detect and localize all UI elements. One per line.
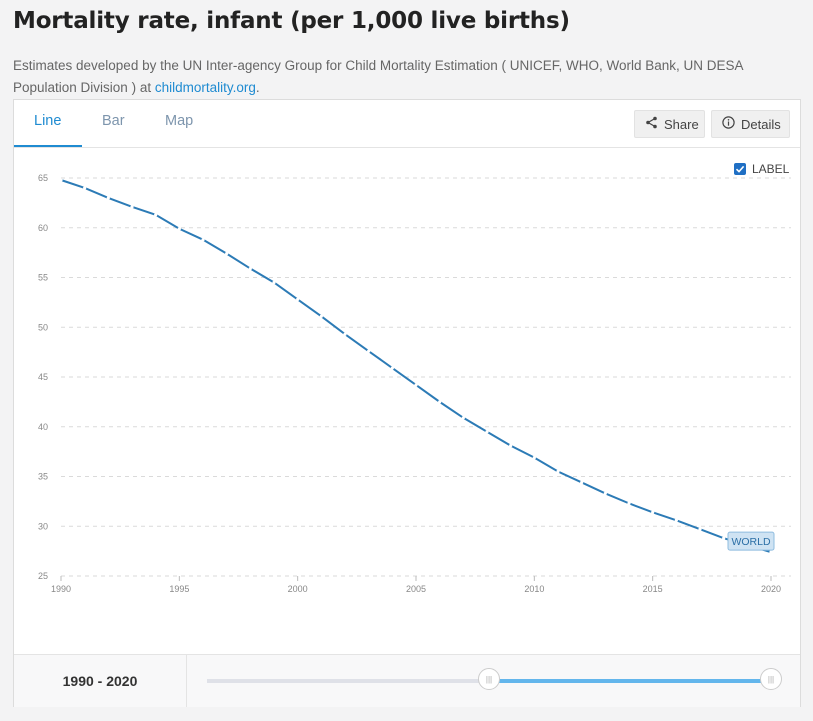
x-tick-label: 1995 bbox=[169, 584, 189, 594]
series-line-world bbox=[60, 179, 772, 554]
data-point bbox=[674, 518, 678, 522]
page-title: Mortality rate, infant (per 1,000 live b… bbox=[13, 8, 570, 34]
data-point bbox=[248, 266, 252, 271]
data-point bbox=[580, 480, 584, 485]
range-end-handle[interactable]: ||| bbox=[760, 668, 782, 690]
range-label: 1990 - 2020 bbox=[14, 655, 187, 707]
data-point bbox=[698, 527, 702, 531]
data-point bbox=[769, 550, 773, 554]
data-point bbox=[130, 205, 134, 209]
range-start-handle[interactable]: ||| bbox=[478, 668, 500, 690]
series-label-box bbox=[727, 531, 775, 551]
data-point bbox=[225, 252, 229, 256]
active-tab-indicator bbox=[14, 145, 82, 147]
data-point bbox=[343, 332, 347, 336]
chart-panel: Line Bar Map Share Details LABEL 25 30 35 4… bbox=[13, 99, 801, 707]
data-point bbox=[106, 196, 110, 200]
data-point bbox=[627, 501, 631, 505]
y-tick-label: 30 bbox=[38, 521, 48, 531]
share-icon bbox=[645, 116, 658, 132]
info-icon bbox=[722, 116, 735, 132]
data-point bbox=[177, 227, 181, 231]
data-point bbox=[83, 186, 87, 190]
data-point bbox=[532, 455, 536, 460]
x-tick-label: 2015 bbox=[643, 584, 663, 594]
childmortality-link[interactable]: childmortality.org bbox=[154, 80, 256, 95]
x-tick-label: 2020 bbox=[761, 584, 781, 594]
label-toggle[interactable]: LABEL bbox=[734, 162, 789, 176]
y-tick-label: 50 bbox=[38, 322, 48, 332]
data-point bbox=[438, 400, 442, 404]
checkmark-icon bbox=[735, 165, 745, 173]
data-point bbox=[154, 213, 158, 217]
data-point bbox=[414, 383, 418, 387]
line-chart: 25 30 35 40 45 50 55 60 65 1990 1995 2000 2005 2010 20… bbox=[38, 173, 791, 594]
subtitle-end: . bbox=[255, 80, 260, 95]
y-tick-label: 40 bbox=[38, 422, 48, 432]
data-point bbox=[509, 444, 513, 448]
data-point bbox=[556, 469, 560, 474]
x-tick-label: 2010 bbox=[524, 584, 544, 594]
tab-line[interactable]: Line bbox=[34, 113, 62, 129]
data-point bbox=[319, 314, 323, 318]
details-button[interactable]: Details bbox=[711, 110, 790, 138]
data-point bbox=[390, 366, 394, 370]
data-point bbox=[367, 349, 371, 353]
y-tick-label: 60 bbox=[38, 223, 48, 233]
subtitle-text: Estimates developed by the UN Inter-agen… bbox=[13, 58, 743, 95]
share-button[interactable]: Share bbox=[634, 110, 705, 138]
y-tick-label: 35 bbox=[38, 472, 48, 482]
data-point bbox=[59, 178, 63, 182]
tab-bar: Line Bar Map Share Details bbox=[14, 100, 800, 148]
data-point bbox=[651, 510, 655, 514]
y-tick-label: 55 bbox=[38, 273, 48, 283]
y-tick-label: 45 bbox=[38, 372, 48, 382]
data-point bbox=[603, 491, 607, 496]
x-tick-label: 2005 bbox=[406, 584, 426, 594]
share-label: Share bbox=[664, 116, 699, 132]
tab-bar-chart[interactable]: Bar bbox=[102, 113, 125, 129]
data-point bbox=[272, 280, 276, 285]
range-footer: 1990 - 2020 ||| ||| bbox=[14, 654, 800, 707]
y-tick-label: 25 bbox=[38, 571, 48, 581]
data-point bbox=[485, 430, 489, 434]
details-label: Details bbox=[741, 116, 781, 132]
x-tick-label: 2000 bbox=[288, 584, 308, 594]
data-point bbox=[201, 238, 205, 242]
y-tick-label: 65 bbox=[38, 173, 48, 183]
range-slider-fill bbox=[489, 679, 771, 683]
page-subtitle: Estimates developed by the UN Inter-agen… bbox=[13, 55, 783, 99]
label-toggle-text: LABEL bbox=[752, 162, 790, 176]
series-label-world: WORLD bbox=[731, 536, 771, 548]
data-point bbox=[461, 416, 465, 420]
data-point bbox=[296, 297, 300, 301]
x-tick-label: 1990 bbox=[51, 584, 71, 594]
label-checkbox[interactable] bbox=[734, 163, 746, 175]
data-point bbox=[722, 536, 726, 540]
tab-map[interactable]: Map bbox=[165, 113, 194, 129]
